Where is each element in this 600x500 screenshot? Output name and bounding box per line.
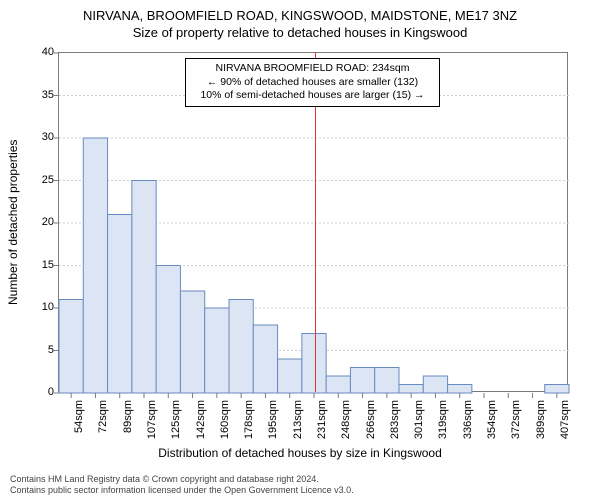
copyright-line-2: Contains public sector information licen… xyxy=(10,485,354,496)
y-tick-label: 0 xyxy=(14,386,54,398)
x-axis-title: Distribution of detached houses by size … xyxy=(0,446,600,460)
x-tick-label: 266sqm xyxy=(365,400,377,450)
x-tick-label: 319sqm xyxy=(437,400,449,450)
copyright-text: Contains HM Land Registry data © Crown c… xyxy=(10,474,354,497)
x-tick-label: 107sqm xyxy=(146,400,158,450)
x-tick-label: 213sqm xyxy=(292,400,304,450)
histogram-bar xyxy=(448,385,472,394)
histogram-bar xyxy=(326,376,350,393)
annotation-box: NIRVANA BROOMFIELD ROAD: 234sqm ← 90% of… xyxy=(185,58,440,107)
x-tick-label: 89sqm xyxy=(122,400,134,450)
histogram-bar xyxy=(278,359,302,393)
annotation-line-2: ← 90% of detached houses are smaller (13… xyxy=(192,76,433,90)
annotation-line-1: NIRVANA BROOMFIELD ROAD: 234sqm xyxy=(192,62,433,76)
histogram-bar xyxy=(350,368,374,394)
histogram-bar xyxy=(423,376,447,393)
histogram-bar xyxy=(180,291,204,393)
y-tick-label: 35 xyxy=(14,89,54,101)
x-tick-label: 248sqm xyxy=(340,400,352,450)
x-tick-label: 389sqm xyxy=(535,400,547,450)
histogram-bar xyxy=(399,385,423,394)
x-tick-label: 283sqm xyxy=(389,400,401,450)
x-tick-label: 125sqm xyxy=(170,400,182,450)
x-tick-label: 178sqm xyxy=(243,400,255,450)
copyright-line-1: Contains HM Land Registry data © Crown c… xyxy=(10,474,354,485)
x-tick-label: 372sqm xyxy=(510,400,522,450)
y-tick-label: 10 xyxy=(14,301,54,313)
y-tick-label: 20 xyxy=(14,216,54,228)
y-tick-label: 40 xyxy=(14,46,54,58)
histogram-bar xyxy=(205,308,229,393)
x-tick-label: 160sqm xyxy=(219,400,231,450)
y-tick-marks xyxy=(54,53,59,393)
histogram-bar xyxy=(59,300,83,394)
page-subtitle: Size of property relative to detached ho… xyxy=(0,23,600,40)
x-tick-label: 195sqm xyxy=(267,400,279,450)
x-tick-label: 142sqm xyxy=(195,400,207,450)
histogram-bar xyxy=(229,300,253,394)
histogram-bar xyxy=(545,385,569,394)
y-tick-label: 5 xyxy=(14,344,54,356)
annotation-line-3: 10% of semi-detached houses are larger (… xyxy=(192,89,433,103)
x-tick-marks xyxy=(71,393,557,398)
x-tick-label: 336sqm xyxy=(462,400,474,450)
x-tick-label: 72sqm xyxy=(97,400,109,450)
y-tick-label: 15 xyxy=(14,259,54,271)
histogram-bar xyxy=(108,215,132,394)
histogram-bar xyxy=(83,138,107,393)
histogram-bar xyxy=(156,266,180,394)
y-tick-label: 30 xyxy=(14,131,54,143)
x-tick-label: 354sqm xyxy=(486,400,498,450)
histogram-bar xyxy=(302,334,326,394)
histogram-bar xyxy=(132,181,156,394)
y-tick-label: 25 xyxy=(14,174,54,186)
x-tick-label: 301sqm xyxy=(413,400,425,450)
x-tick-label: 231sqm xyxy=(316,400,328,450)
page-title: NIRVANA, BROOMFIELD ROAD, KINGSWOOD, MAI… xyxy=(0,0,600,23)
x-tick-label: 407sqm xyxy=(559,400,571,450)
histogram-bar xyxy=(375,368,399,394)
histogram-bar xyxy=(253,325,277,393)
x-tick-label: 54sqm xyxy=(73,400,85,450)
